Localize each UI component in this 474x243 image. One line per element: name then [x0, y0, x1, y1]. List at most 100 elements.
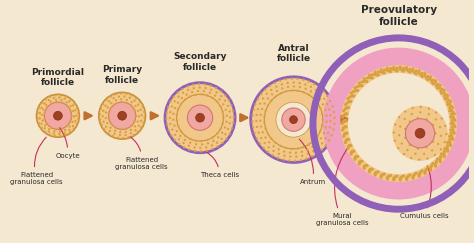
Circle shape: [49, 100, 52, 103]
Circle shape: [73, 127, 75, 130]
Circle shape: [108, 117, 110, 120]
Circle shape: [110, 123, 112, 125]
Circle shape: [383, 173, 386, 176]
Circle shape: [313, 83, 315, 85]
Circle shape: [107, 106, 109, 109]
Circle shape: [398, 68, 401, 71]
Circle shape: [191, 91, 193, 93]
Circle shape: [105, 117, 107, 119]
Circle shape: [345, 112, 347, 115]
Text: Secondary
follicle: Secondary follicle: [173, 52, 227, 72]
Circle shape: [322, 90, 325, 93]
Circle shape: [278, 153, 280, 155]
Circle shape: [356, 155, 359, 158]
Circle shape: [425, 168, 428, 171]
Circle shape: [368, 169, 371, 172]
Circle shape: [393, 106, 447, 161]
Circle shape: [363, 165, 366, 168]
Circle shape: [221, 132, 223, 134]
Circle shape: [411, 67, 415, 70]
Circle shape: [113, 132, 116, 135]
Circle shape: [254, 132, 256, 134]
Circle shape: [452, 122, 455, 125]
Circle shape: [426, 157, 428, 160]
Circle shape: [40, 122, 43, 125]
Circle shape: [444, 141, 446, 143]
Circle shape: [325, 114, 328, 117]
Circle shape: [369, 76, 373, 79]
Circle shape: [411, 176, 414, 179]
Circle shape: [311, 146, 314, 148]
Circle shape: [173, 124, 176, 127]
Circle shape: [285, 147, 287, 149]
Circle shape: [216, 101, 218, 103]
Circle shape: [439, 155, 442, 158]
Circle shape: [448, 138, 451, 141]
Circle shape: [114, 93, 117, 95]
Circle shape: [99, 92, 146, 139]
Circle shape: [58, 133, 61, 135]
Circle shape: [446, 144, 449, 147]
Circle shape: [423, 171, 427, 174]
Circle shape: [54, 111, 62, 120]
Text: Mural
granulosa cells: Mural granulosa cells: [316, 147, 368, 226]
Circle shape: [219, 128, 222, 130]
Circle shape: [217, 136, 219, 139]
Circle shape: [201, 143, 203, 146]
Circle shape: [407, 69, 410, 72]
Circle shape: [165, 83, 235, 153]
Circle shape: [415, 72, 418, 76]
Circle shape: [411, 107, 414, 109]
Text: Antrum: Antrum: [300, 139, 326, 185]
Circle shape: [440, 117, 443, 120]
Circle shape: [281, 87, 283, 90]
Circle shape: [252, 126, 254, 128]
Circle shape: [424, 170, 427, 173]
Circle shape: [443, 94, 446, 97]
Circle shape: [358, 81, 361, 85]
Circle shape: [453, 124, 456, 127]
Circle shape: [178, 143, 180, 145]
Circle shape: [346, 138, 349, 141]
Circle shape: [137, 130, 139, 133]
Circle shape: [430, 164, 433, 167]
Circle shape: [316, 102, 319, 104]
Circle shape: [169, 101, 172, 103]
Circle shape: [135, 115, 137, 117]
Circle shape: [312, 140, 315, 142]
Circle shape: [73, 102, 76, 105]
Circle shape: [355, 155, 358, 158]
Circle shape: [272, 154, 274, 156]
Circle shape: [329, 100, 331, 102]
Circle shape: [108, 100, 110, 103]
Circle shape: [270, 138, 273, 140]
Circle shape: [423, 153, 425, 155]
Circle shape: [36, 112, 39, 114]
Circle shape: [343, 133, 346, 136]
Circle shape: [206, 94, 209, 97]
Circle shape: [344, 125, 347, 128]
Circle shape: [233, 116, 235, 118]
Circle shape: [409, 68, 411, 71]
Circle shape: [134, 129, 137, 131]
Circle shape: [172, 119, 174, 121]
Circle shape: [45, 98, 47, 100]
Circle shape: [443, 89, 446, 92]
Circle shape: [173, 113, 175, 115]
Circle shape: [346, 106, 349, 109]
Circle shape: [130, 94, 133, 96]
Circle shape: [429, 167, 432, 171]
Circle shape: [36, 117, 39, 119]
Circle shape: [297, 147, 299, 150]
Circle shape: [446, 148, 449, 152]
Circle shape: [143, 116, 146, 118]
Circle shape: [323, 48, 474, 200]
Circle shape: [103, 128, 106, 131]
Circle shape: [451, 128, 455, 131]
Circle shape: [44, 127, 46, 129]
Circle shape: [443, 155, 446, 158]
Circle shape: [419, 111, 421, 113]
Circle shape: [69, 109, 72, 111]
Circle shape: [381, 173, 384, 176]
Circle shape: [104, 104, 107, 107]
